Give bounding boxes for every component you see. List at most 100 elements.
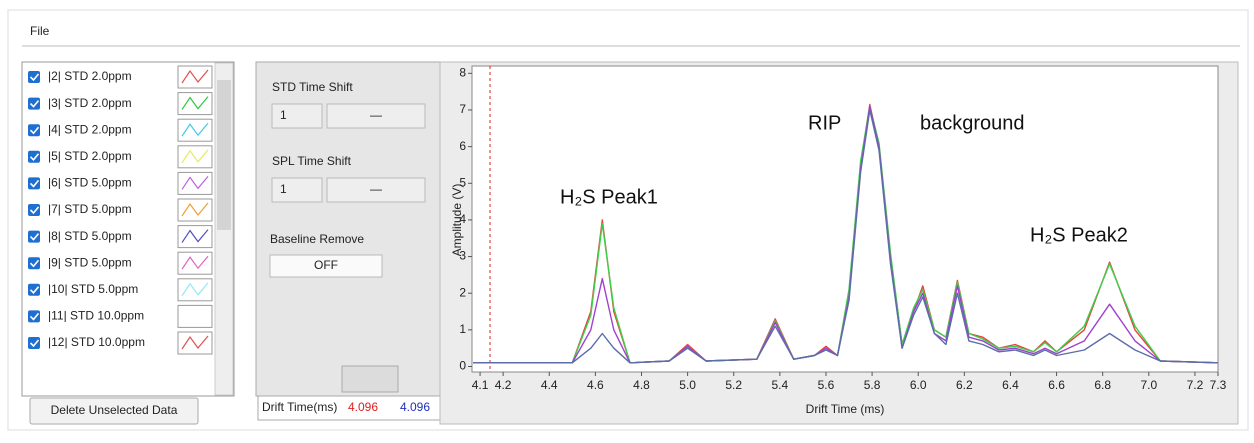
check-mark [29,259,40,268]
spl-field[interactable] [326,177,426,203]
std-field[interactable] [326,103,426,129]
spl-field-text: — [370,182,382,196]
y-tick-label: 8 [459,66,466,80]
y-tick-label: 1 [459,322,466,336]
x-tick-label: 4.4 [541,378,558,392]
x-tick-label: 5.8 [864,378,881,392]
x-tick-label: 4.6 [587,378,604,392]
y-tick-label: 6 [459,139,466,153]
checkbox[interactable] [28,150,40,163]
delete-button-label: Delete Unselected Data [51,403,178,417]
annotation: H₂S Peak1 [560,186,658,208]
y-tick-label: 5 [459,175,466,189]
std-value: 1 [280,108,287,122]
swatch-line [181,282,209,297]
list-item-label: |12| STD 10.0ppm [48,335,145,349]
list-item-label: |6| STD 5.0ppm [48,176,132,190]
graph-tools[interactable] [341,365,399,393]
plot-area [471,65,1219,373]
swatch-line [181,202,209,217]
checkbox[interactable] [28,204,40,216]
list-item-label: |7| STD 5.0ppm [48,202,132,216]
cursor-label: Drift Time(ms) [262,400,337,414]
check-mark [29,339,40,348]
swatch-line [181,69,209,84]
checkbox[interactable] [28,283,40,296]
cursor-x2: 4.096 [400,400,430,414]
checkbox[interactable] [28,257,40,270]
swatch-line [181,335,209,350]
y-tick-label: 0 [459,359,466,373]
list-item-label: |2| STD 2.0ppm [48,69,132,83]
swatch-line [181,96,209,110]
swatch-line [181,229,209,243]
checkbox[interactable] [28,97,40,110]
list-item-label: |10| STD 5.0ppm [48,282,138,296]
annotation: RIP [808,112,841,134]
std-label: STD Time Shift [272,80,353,94]
x-tick-label: 5.0 [679,378,696,392]
spl-value: 1 [280,182,287,196]
x-tick-label: 6.8 [1094,378,1111,392]
x-tick-label: 6.4 [1002,378,1019,392]
x-axis-label: Drift Time (ms) [806,402,885,416]
check-mark [29,73,40,82]
swatch-line [181,255,209,270]
std-spinner[interactable] [271,103,323,129]
list-item-label: |9| STD 5.0ppm [48,255,132,269]
check-mark [29,126,40,135]
swatch-line [181,309,209,323]
checkbox[interactable] [28,337,40,349]
baseline-value: OFF [314,258,338,272]
x-tick-label: 4.2 [495,378,512,392]
std-field-text: — [370,108,382,122]
baseline-label: Baseline Remove [270,232,364,246]
cursor-row [257,395,441,421]
check-mark [29,100,40,108]
check-mark [29,286,40,294]
check-mark [29,153,40,161]
list-item-label: |3| STD 2.0ppm [48,96,132,110]
x-tick-label: 7.0 [1140,378,1157,392]
x-tick-label: 4.8 [633,378,650,392]
checkbox[interactable] [28,71,40,83]
y-axis-label: Amplitude (V) [450,184,464,257]
cursor-x1: 4.096 [348,400,378,414]
menu-file[interactable]: File [30,24,50,38]
checkbox[interactable] [28,230,40,243]
check-mark [29,233,40,241]
x-tick-label: 6.0 [910,378,927,392]
signal-line [473,109,1219,364]
list-item-label: |8| STD 5.0ppm [48,229,132,243]
spl-spinner[interactable] [271,177,323,203]
x-tick-label: 5.4 [772,378,789,392]
list-item-label: |4| STD 2.0ppm [48,122,132,136]
swatch-line [181,149,209,164]
baseline-toggle[interactable] [269,254,383,278]
checkbox[interactable] [28,177,40,190]
spl-label: SPL Time Shift [272,154,352,168]
list-item-label: |5| STD 2.0ppm [48,149,132,163]
check-mark [29,312,40,321]
list-item-label: |11| STD 10.0ppm [48,309,144,323]
delete-button[interactable] [29,397,199,425]
x-tick-label: 6.6 [1048,378,1065,392]
checkbox[interactable] [28,310,40,323]
x-tick-label: 5.6 [818,378,835,392]
swatch-line [181,176,209,190]
y-tick-label: 4 [459,212,466,226]
y-tick-label: 2 [459,285,466,299]
x-tick-label: 7.2 [1187,378,1204,392]
scroll-thumb[interactable] [217,80,231,230]
check-mark [29,206,40,215]
checkbox[interactable] [28,124,40,137]
y-tick-label: 3 [459,249,466,263]
check-mark [29,179,40,188]
annotation: H₂S Peak2 [1030,224,1128,246]
annotation: background [920,112,1025,134]
x-tick-label: 6.2 [956,378,973,392]
swatch-line [181,122,209,137]
x-tick-label: 4.1 [472,378,489,392]
x-tick-label: 5.2 [725,378,742,392]
